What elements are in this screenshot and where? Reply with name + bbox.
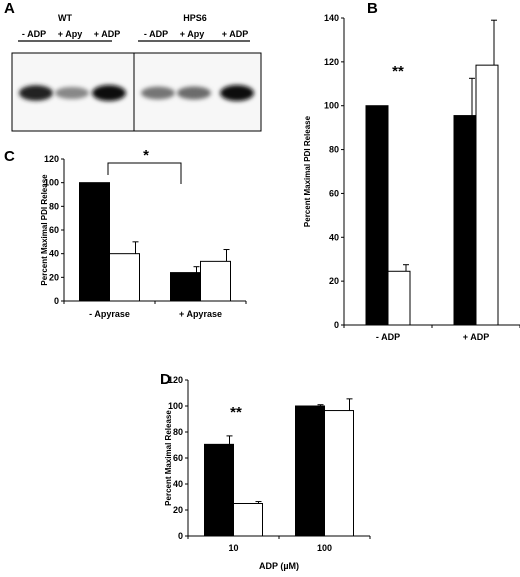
blot-lane-label: + ADP <box>222 29 248 39</box>
blot-band <box>141 86 175 100</box>
bar <box>475 64 499 326</box>
blot-lane-label: + Apy <box>58 29 82 39</box>
y-tick-label: 40 <box>329 232 339 242</box>
panel-letter-d: D <box>160 371 171 388</box>
blot-lane-label: - ADP <box>144 29 168 39</box>
bar <box>365 105 389 326</box>
y-tick-label: 100 <box>324 101 339 111</box>
y-tick-label: 120 <box>44 154 59 164</box>
bar <box>295 405 325 537</box>
bar <box>170 272 201 302</box>
significance-marker: ** <box>392 63 404 80</box>
y-tick-label: 80 <box>49 201 59 211</box>
blot-frame <box>11 52 262 132</box>
y-tick-label: 40 <box>173 479 183 489</box>
y-tick-label: 60 <box>329 188 339 198</box>
y-tick-label: 100 <box>168 401 183 411</box>
blot-band <box>92 85 126 101</box>
bar <box>324 410 354 537</box>
y-tick-label: 80 <box>173 427 183 437</box>
bar <box>233 503 263 537</box>
y-tick-label: 120 <box>168 375 183 385</box>
y-tick-label: 140 <box>324 13 339 23</box>
bar <box>79 182 110 302</box>
blot-band <box>220 85 254 101</box>
bar <box>387 270 411 326</box>
blot-lane-label: + ADP <box>94 29 120 39</box>
panel-letter-b: B <box>367 0 378 17</box>
y-tick-label: 120 <box>324 57 339 67</box>
x-tick-label: - Apyrase <box>89 309 130 319</box>
significance-marker: ** <box>230 404 242 421</box>
panel-letter-c: C <box>4 148 15 165</box>
panel-letter-a: A <box>4 0 15 17</box>
bar <box>200 260 231 302</box>
significance-marker: * <box>143 147 149 164</box>
y-tick-label: 40 <box>49 249 59 259</box>
y-tick-label: 0 <box>334 320 339 330</box>
x-tick-label: + ADP <box>463 332 489 342</box>
blot-band <box>55 86 89 100</box>
blot-group-label: HPS6 <box>183 13 207 23</box>
y-tick-label: 60 <box>49 225 59 235</box>
y-axis-label: Percent Maximal PDI Release <box>303 115 312 227</box>
x-tick-label: + Apyrase <box>179 309 222 319</box>
y-tick-label: 20 <box>49 272 59 282</box>
x-tick-label: - ADP <box>376 332 400 342</box>
y-tick-label: 100 <box>44 178 59 188</box>
blot-lane-label: - ADP <box>22 29 46 39</box>
y-tick-label: 0 <box>178 531 183 541</box>
blot-band <box>19 85 53 101</box>
bar <box>109 253 140 302</box>
y-axis-label: Percent Maximal Release <box>164 410 173 506</box>
blot-band <box>177 86 211 100</box>
blot-lane-label: + Apy <box>180 29 204 39</box>
x-axis-label: ADP (µM) <box>259 561 299 571</box>
y-tick-label: 60 <box>173 453 183 463</box>
y-tick-label: 20 <box>329 276 339 286</box>
significance-bracket <box>107 162 182 184</box>
y-tick-label: 80 <box>329 145 339 155</box>
bar <box>204 443 234 537</box>
y-tick-label: 20 <box>173 505 183 515</box>
blot-group-label: WT <box>58 13 72 23</box>
x-tick-label: 10 <box>228 543 238 553</box>
y-tick-label: 0 <box>54 296 59 306</box>
x-tick-label: 100 <box>317 543 332 553</box>
y-axis-label: Percent Maximal PDI Release <box>40 174 49 286</box>
